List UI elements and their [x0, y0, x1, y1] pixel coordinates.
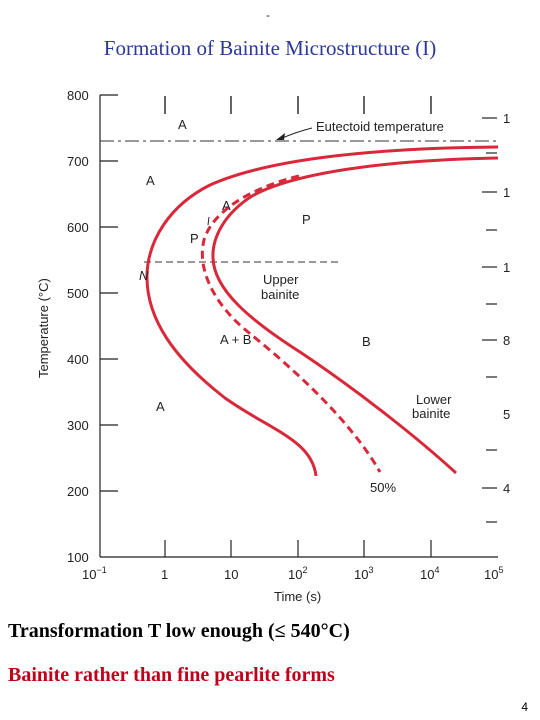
y-tick-200: 200	[67, 484, 89, 499]
y-tick-100: 100	[67, 550, 89, 565]
y-ticks	[100, 94, 118, 492]
caption-bainite: Bainite rather than fine pearlite forms	[8, 664, 335, 686]
x-tick-label: 103	[354, 565, 373, 582]
right-ticks	[482, 117, 497, 523]
y-tick-700: 700	[67, 154, 89, 169]
right-label: 1	[503, 185, 510, 200]
x-tick-label: 105	[484, 565, 503, 582]
caption-transformation: Transformation T low enough (≤ 540°C)	[8, 620, 350, 642]
lower-bainite-label: Lower	[416, 392, 452, 407]
region-b: B	[362, 334, 371, 349]
eutectoid-arrowhead	[276, 133, 285, 140]
right-label: 5	[503, 407, 510, 422]
top-ticks	[164, 96, 432, 114]
right-label: 8	[503, 333, 510, 348]
region-a-left: A	[146, 173, 155, 188]
right-label: 1	[503, 111, 510, 126]
finish-curve	[211, 156, 499, 475]
lower-bainite-label: bainite	[412, 406, 450, 421]
right-label: 1	[503, 260, 510, 275]
x-tick-label: 104	[420, 565, 439, 582]
region-a-inner: A	[222, 198, 231, 213]
upper-bainite-label: Upper	[263, 272, 299, 287]
page-number: 4	[521, 700, 528, 714]
eutectoid-label: Eutectoid temperature	[316, 119, 444, 134]
x-tick-label: 10−1	[82, 565, 107, 582]
region-a-top: A	[178, 117, 187, 132]
x-ticks	[164, 540, 432, 557]
region-a-plus-b: A + B	[220, 332, 251, 347]
fifty-percent-label: 50%	[370, 480, 396, 495]
y-tick-500: 500	[67, 286, 89, 301]
start-curve	[145, 145, 499, 477]
upper-bainite-label: bainite	[261, 287, 299, 302]
region-divider-tick	[207, 216, 210, 226]
x-axis-title: Time (s)	[274, 589, 321, 604]
y-axis-title: Temperature (°C)	[36, 278, 51, 378]
y-tick-400: 400	[67, 352, 89, 367]
x-tick-label: 10	[224, 567, 238, 582]
x-tick-label: 1	[161, 567, 168, 582]
y-tick-600: 600	[67, 220, 89, 235]
region-a-low: A	[156, 399, 165, 414]
fifty-percent-curve	[200, 174, 382, 473]
right-label: 4	[503, 481, 510, 496]
header-dash: -	[266, 8, 270, 22]
region-p-left: P	[190, 231, 199, 246]
y-tick-800: 800	[67, 88, 89, 103]
region-n: N	[139, 268, 149, 283]
x-tick-label: 102	[288, 565, 307, 582]
ttt-diagram: 800 700 600 500 400 300 200 100 10−1 1 1…	[36, 88, 510, 604]
region-p-right: P	[302, 212, 311, 227]
y-tick-300: 300	[67, 418, 89, 433]
slide-title: Formation of Bainite Microstructure (I)	[103, 36, 437, 60]
